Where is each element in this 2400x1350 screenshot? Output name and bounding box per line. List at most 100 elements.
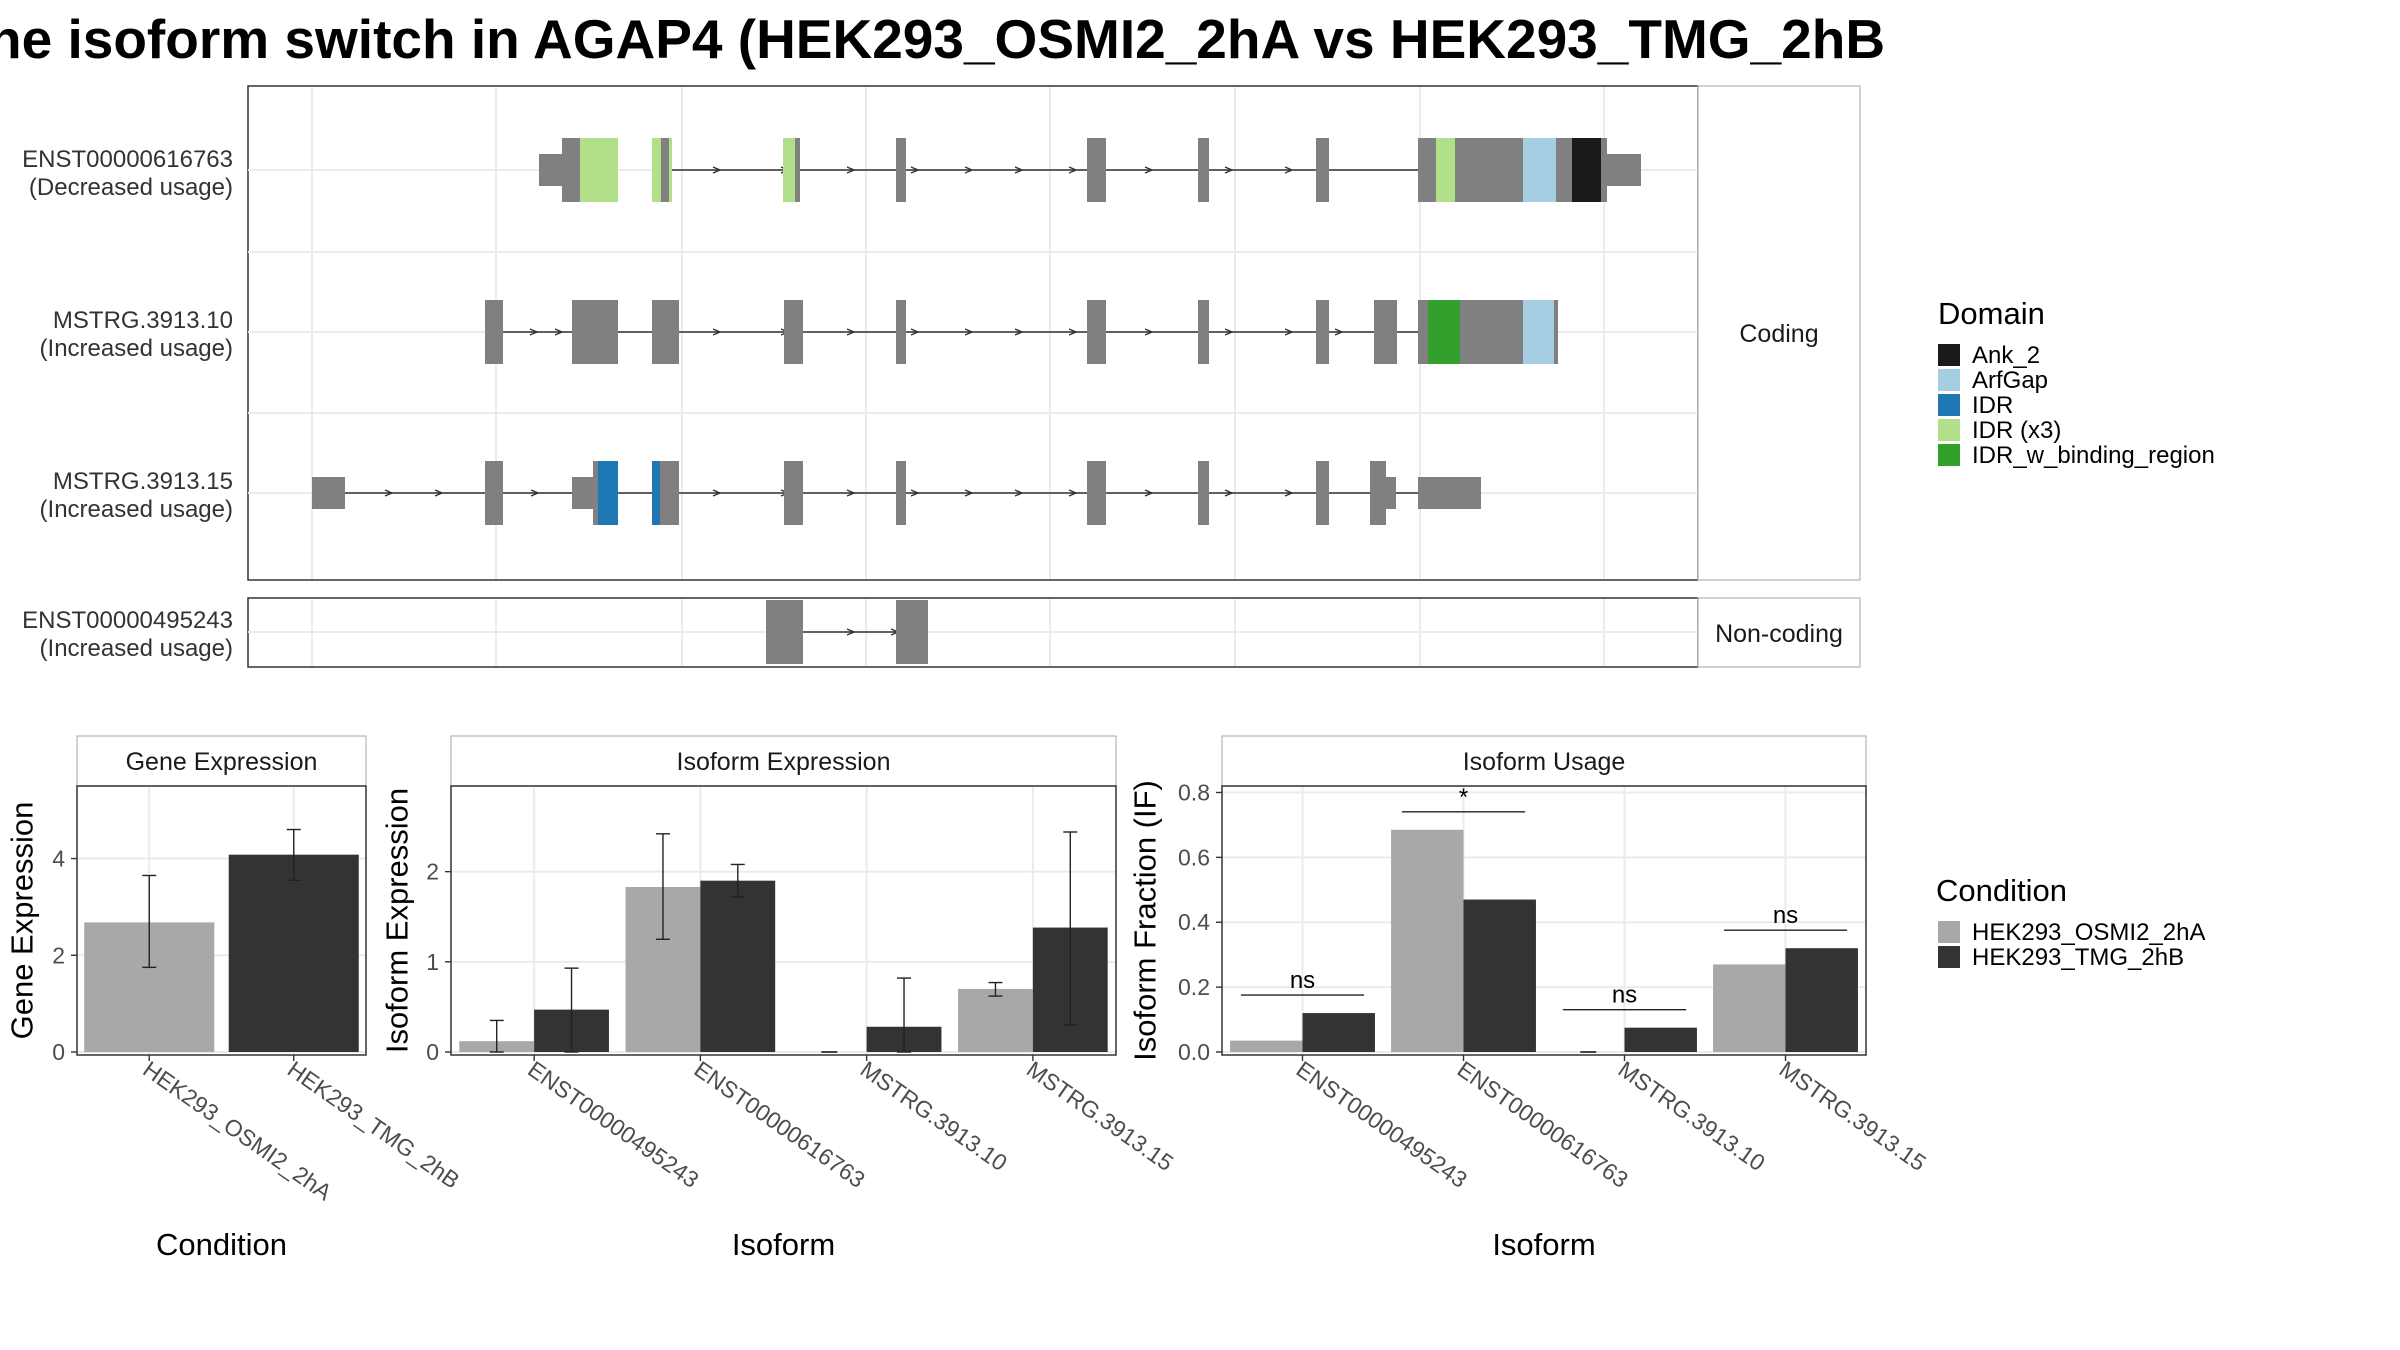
isoform-label-id: ENST00000495243: [22, 607, 233, 634]
isoform-label-id: MSTRG.3913.15: [53, 468, 233, 495]
legend-swatch: [1938, 946, 1960, 968]
legend-swatch: [1938, 369, 1960, 391]
exon: [1198, 300, 1209, 364]
exon: [660, 461, 679, 525]
isoform-label-usage: (Increased usage): [40, 635, 233, 662]
domain-arfgap: [1523, 138, 1556, 202]
exon: [562, 138, 580, 202]
exon: [593, 461, 598, 525]
domain-idr-x3: [580, 138, 618, 202]
strand-arrow: [1224, 328, 1234, 336]
exon: [795, 138, 800, 202]
isoform-labels: ENST00000616763 (Decreased usage) MSTRG.…: [22, 146, 233, 662]
exon: [1374, 300, 1397, 364]
exon: [485, 300, 503, 364]
exon: [1316, 461, 1329, 525]
domain-idr-x3: [669, 138, 672, 202]
exon: [896, 461, 906, 525]
legend-label: HEK293_OSMI2_2hA: [1972, 919, 2205, 946]
plot-frame: [1221, 785, 1867, 1056]
bar: [1391, 829, 1464, 1052]
x-axis-title: Condition: [156, 1227, 287, 1262]
isoform-usage-chart: Isoform Usage ns * ns ns 0.0 0.2 0.4 0.6 0.8 ENST0…: [1128, 735, 1931, 1262]
structure-noncoding-panel: Non-coding: [247, 597, 1861, 668]
strand-arrow: [712, 489, 722, 497]
utr: [572, 477, 593, 509]
exon: [766, 600, 803, 664]
significance-label: ns: [1773, 902, 1798, 929]
legend-label: Ank_2: [1972, 342, 2040, 369]
exon: [1418, 300, 1424, 364]
legend-swatch: [1938, 394, 1960, 416]
strand-arrow: [1014, 166, 1024, 174]
x-tick-label: MSTRG.3913.10: [1614, 1056, 1770, 1176]
strand-arrow: [1334, 328, 1344, 336]
bar: [1713, 964, 1786, 1052]
strand-arrow: [1284, 328, 1294, 336]
strand-arrow: [964, 328, 974, 336]
y-axis-title: Isoform Expression: [380, 788, 415, 1053]
exon: [784, 461, 803, 525]
exon: [784, 300, 803, 364]
strand-arrow: [910, 166, 920, 174]
exon: [896, 600, 928, 664]
x-tick-label: ENST00000616763: [1453, 1056, 1633, 1193]
strand-arrow: [1068, 166, 1078, 174]
bar: [1302, 1013, 1375, 1052]
domain-idr-x3: [783, 138, 795, 202]
x-tick-label: MSTRG.3913.10: [856, 1056, 1012, 1176]
x-tick-label: MSTRG.3913.15: [1022, 1056, 1178, 1176]
legend-swatch: [1938, 444, 1960, 466]
significance-label: ns: [1612, 982, 1637, 1009]
exon: [1198, 138, 1209, 202]
y-tick-label: 0: [52, 1039, 65, 1065]
bar: [1785, 948, 1858, 1052]
strand-arrow: [1284, 166, 1294, 174]
exon: [1198, 461, 1209, 525]
exon: [1087, 300, 1106, 364]
strand-arrow: [910, 328, 920, 336]
isoform-label-id: MSTRG.3913.10: [53, 307, 233, 334]
strand-arrow: [1014, 328, 1024, 336]
x-tick-label: MSTRG.3913.15: [1775, 1056, 1931, 1176]
strand-arrow: [846, 166, 856, 174]
domain-ank2: [1572, 138, 1601, 202]
plot-frame: [76, 785, 367, 1056]
isoform-label-id: ENST00000616763: [22, 146, 233, 173]
condition-legend-title: Condition: [1936, 873, 2067, 908]
strand-arrow: [530, 489, 540, 497]
panel-title: Isoform Expression: [677, 748, 891, 776]
exon: [896, 138, 906, 202]
legend-label: IDR (x3): [1972, 417, 2061, 444]
facet-strip: [76, 735, 367, 787]
legend-swatch: [1938, 344, 1960, 366]
strand-arrow: [964, 489, 974, 497]
utr: [1386, 477, 1396, 509]
strand-arrow: [1068, 328, 1078, 336]
bar: [700, 880, 776, 1052]
strand-arrow: [846, 489, 856, 497]
y-tick-label: 4: [52, 846, 65, 872]
bar: [958, 988, 1033, 1052]
x-axis-title: Isoform: [732, 1227, 835, 1262]
facet-strip: [1221, 735, 1867, 787]
exon: [1424, 300, 1428, 364]
strand-arrow: [1284, 489, 1294, 497]
exon: [652, 300, 679, 364]
exon: [1316, 300, 1329, 364]
legend-swatch: [1938, 419, 1960, 441]
isoform-expression-chart: Isoform Expression 0 1 2 ENST00000495243ENST…: [380, 735, 1178, 1262]
y-tick-label: 0: [426, 1039, 439, 1065]
strand-arrow: [712, 166, 722, 174]
legend-swatch: [1938, 921, 1960, 943]
strand-arrow: [1144, 489, 1154, 497]
domain-idr: [652, 461, 660, 525]
legend-label: HEK293_TMG_2hB: [1972, 944, 2184, 971]
strand-arrow: [1014, 489, 1024, 497]
domain-legend-title: Domain: [1938, 296, 2045, 331]
y-tick-label: 2: [426, 859, 439, 885]
y-tick-label: 0.2: [1178, 974, 1210, 1000]
isoform-label-usage: (Increased usage): [40, 335, 233, 362]
bar: [1230, 1040, 1303, 1052]
